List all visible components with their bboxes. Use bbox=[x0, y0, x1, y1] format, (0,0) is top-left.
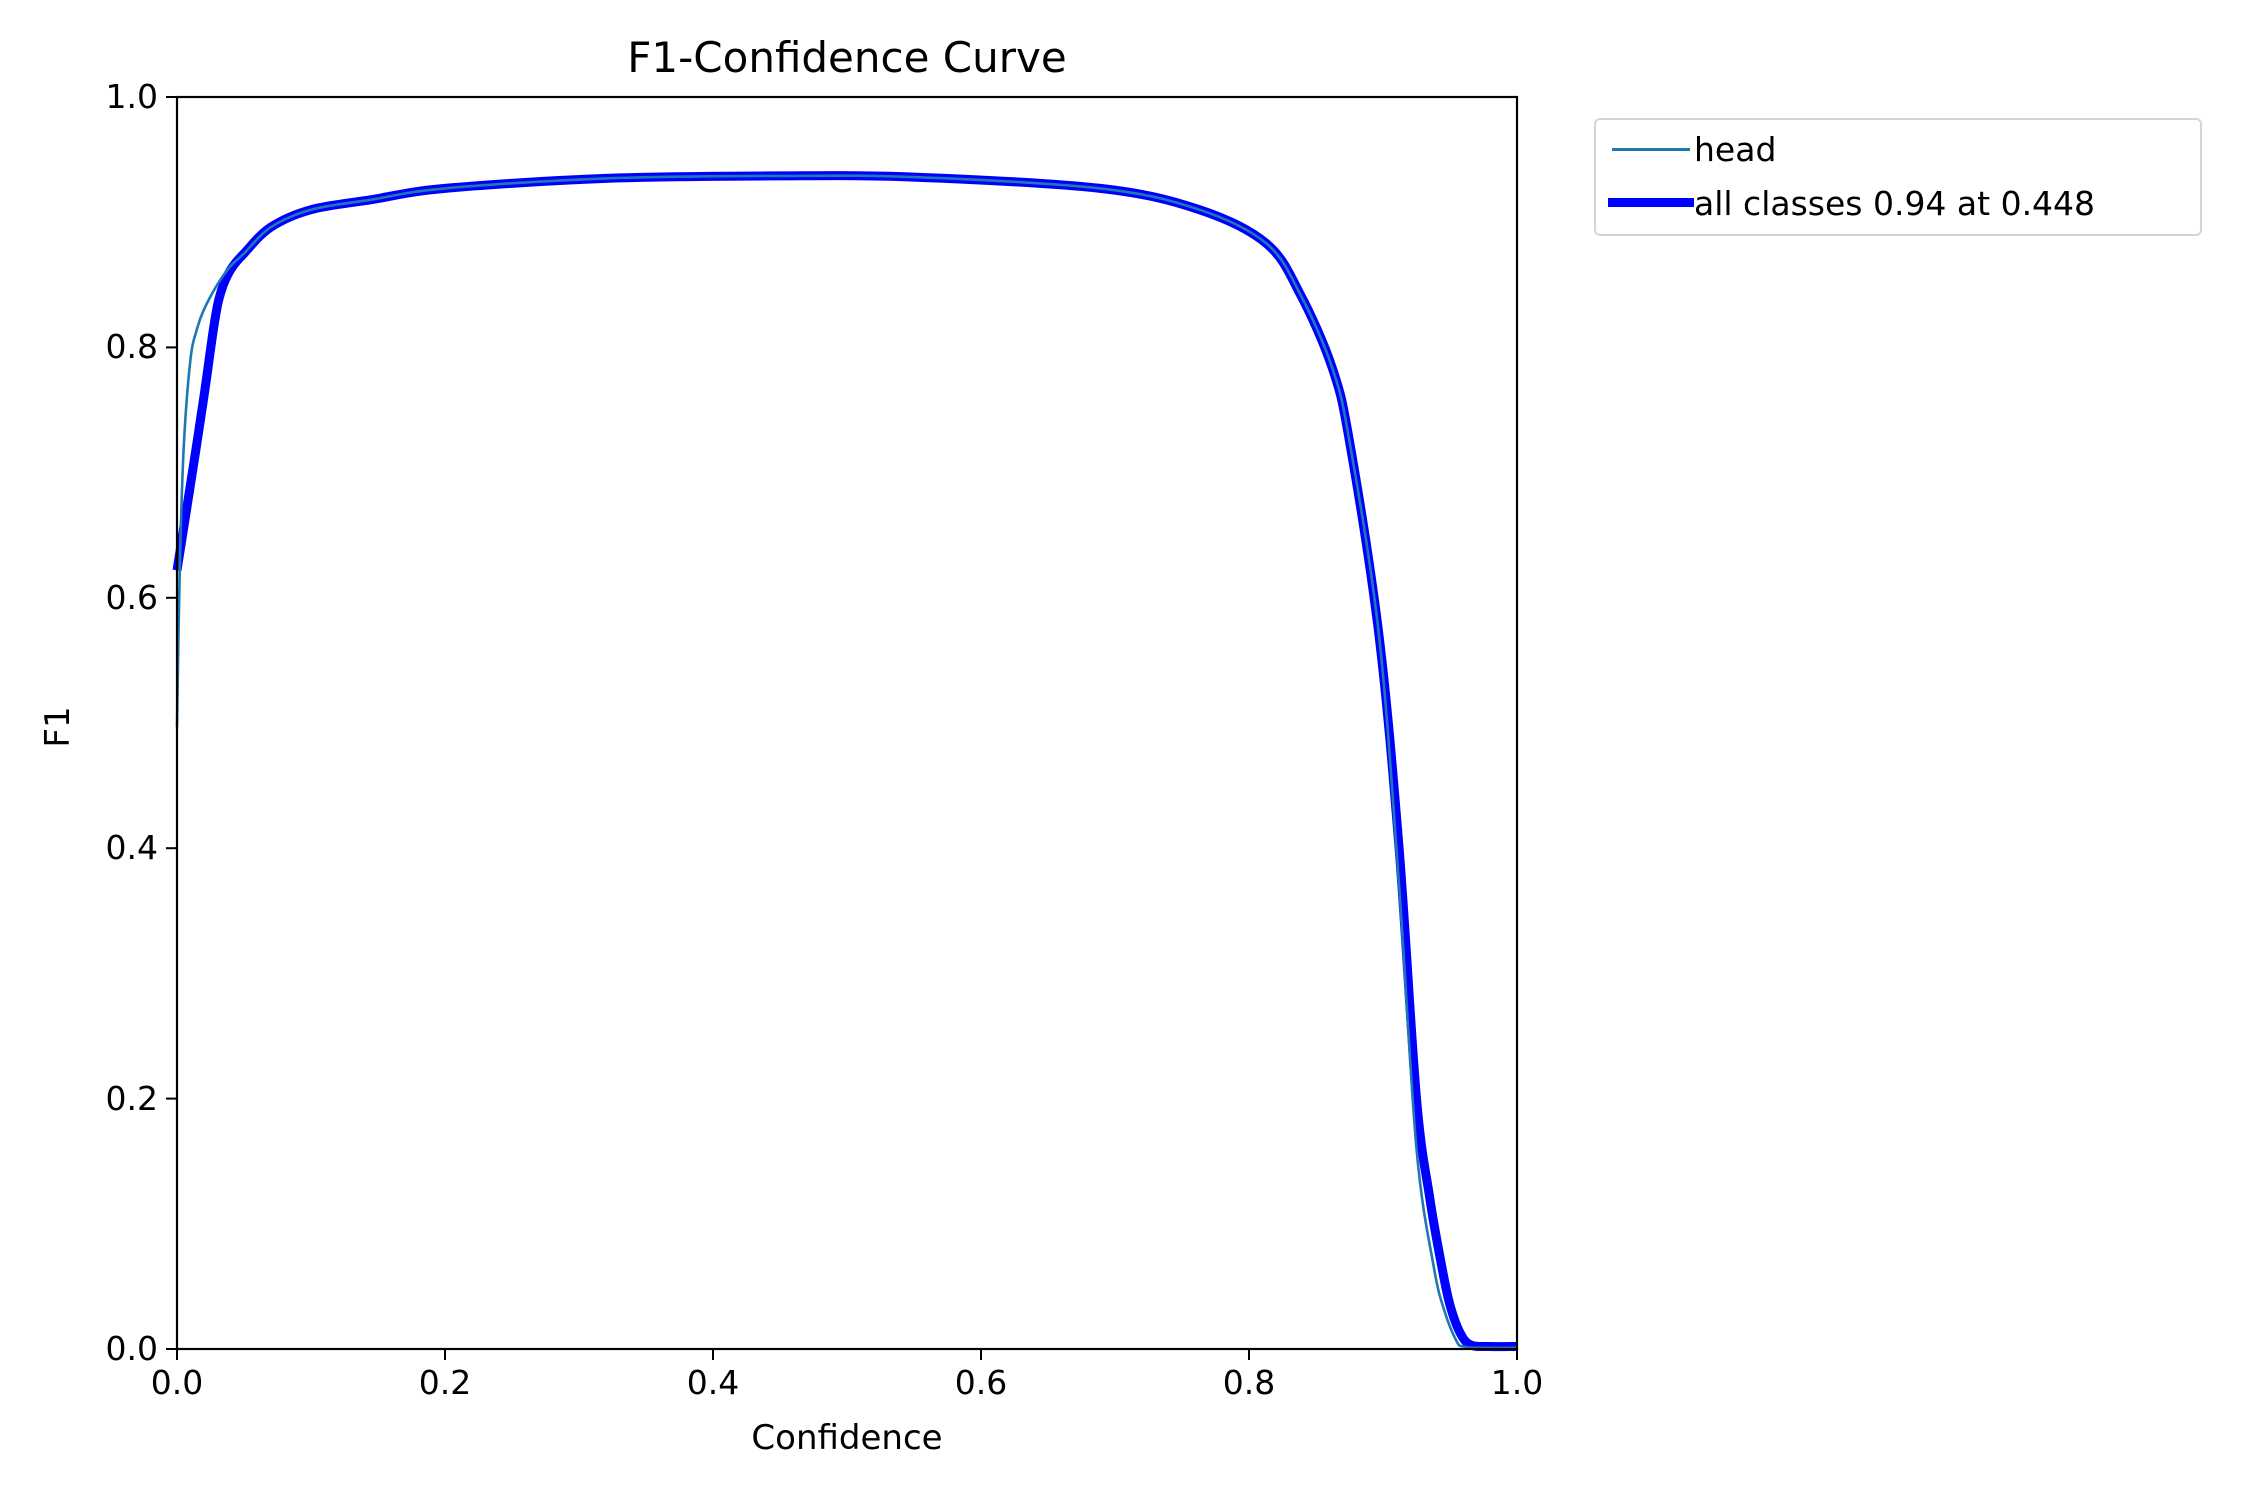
y-tick-label: 0.4 bbox=[105, 828, 158, 868]
series-layer bbox=[172, 171, 1518, 1352]
legend-label: all classes 0.94 at 0.448 bbox=[1694, 184, 2096, 223]
y-tick-label: 0.0 bbox=[105, 1329, 158, 1368]
tick-marks bbox=[166, 96, 1518, 1360]
x-tick-label: 1.0 bbox=[1490, 1363, 1544, 1402]
x-tick-label: 0.0 bbox=[150, 1363, 204, 1402]
y-tick-label: 1.0 bbox=[105, 77, 158, 116]
legend: head all classes 0.94 at 0.448 bbox=[1594, 118, 2202, 236]
x-tick-label: 0.4 bbox=[686, 1363, 740, 1402]
chart-title: F1-Confidence Curve bbox=[627, 33, 1067, 82]
series-line-all-classes bbox=[172, 171, 1518, 1352]
y-tick-label: 0.8 bbox=[105, 327, 158, 367]
x-tick-label: 0.2 bbox=[418, 1363, 472, 1402]
legend-label: head bbox=[1694, 130, 1777, 169]
x-tick-label: 0.6 bbox=[954, 1363, 1008, 1402]
series-line-head bbox=[175, 174, 1518, 1350]
y-tick-label: 0.6 bbox=[105, 577, 158, 617]
y-axis-label: F1 bbox=[38, 706, 78, 748]
x-axis-label: Confidence bbox=[751, 1418, 943, 1458]
legend-line-head-icon bbox=[1612, 148, 1690, 151]
legend-item-all-classes: all classes 0.94 at 0.448 bbox=[1596, 180, 2200, 230]
y-tick-label: 0.2 bbox=[105, 1078, 158, 1118]
legend-item-head: head bbox=[1596, 126, 2200, 176]
legend-line-all-classes-icon bbox=[1608, 198, 1694, 207]
x-tick-label: 0.8 bbox=[1222, 1363, 1276, 1402]
plot-area-frame bbox=[175, 95, 1519, 1351]
